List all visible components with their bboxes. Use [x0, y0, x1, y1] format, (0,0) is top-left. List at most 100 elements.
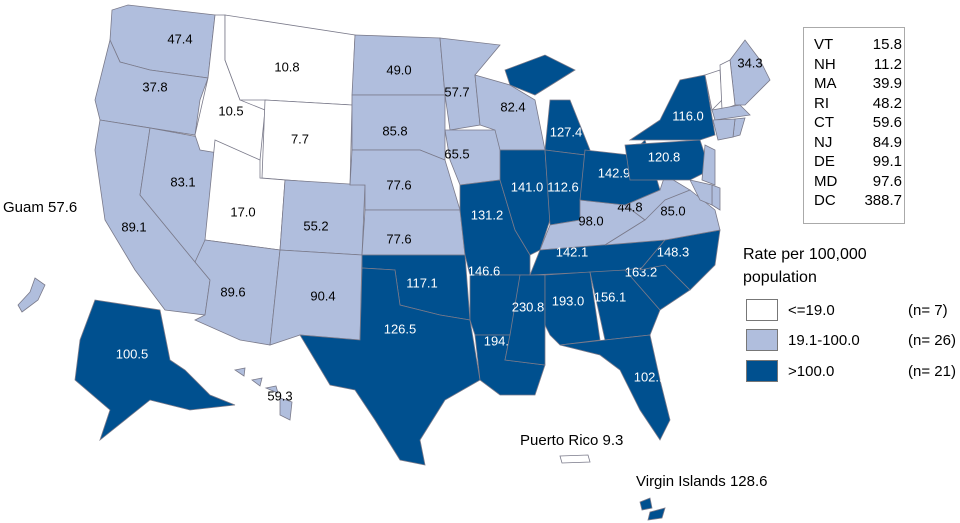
state-rate: 15.8: [872, 36, 902, 53]
region-co: 55.2: [279, 179, 366, 256]
legend-item-low: <=19.0 (n= 7): [746, 299, 960, 321]
legend-count: (n= 21): [908, 362, 956, 380]
region-ar: 146.6: [468, 263, 526, 336]
rate-label: 37.8: [142, 79, 167, 94]
region-vi: [639, 497, 666, 521]
region-gu: [17, 277, 46, 313]
table-row-vt: VT 15.8: [814, 35, 904, 55]
region-shape: [559, 454, 591, 464]
legend-swatch-low: [746, 299, 778, 321]
rate-label: 90.4: [310, 288, 335, 303]
state-rate: 99.1: [872, 153, 902, 170]
rate-label: 193.0: [552, 293, 585, 308]
legend-range: >100.0: [788, 362, 835, 380]
region-tx: 126.5: [299, 267, 481, 466]
legend-count: (n= 26): [908, 331, 956, 349]
region-in: 112.6: [544, 149, 586, 226]
rate-label: 117.1: [406, 275, 438, 290]
region-shape: [233, 367, 246, 377]
region-al: 193.0: [544, 271, 601, 346]
region-nj: [701, 144, 716, 186]
table-row-dc: DC 388.7: [814, 191, 904, 211]
region-shape: [624, 139, 711, 181]
region-ga: 156.1: [589, 269, 661, 341]
rate-label: 141.0: [511, 179, 544, 194]
table-row-ma: MA 39.9: [814, 74, 904, 94]
region-de: [711, 184, 721, 211]
region-ma: [711, 104, 751, 121]
rate-label: 77.6: [386, 177, 411, 192]
rate-label: 131.2: [471, 207, 504, 222]
region-md: [689, 179, 713, 206]
state-rate: 388.7: [864, 192, 902, 209]
rate-label: 142.1: [556, 244, 589, 259]
rate-label: 112.6: [547, 179, 579, 194]
legend-title-line1: Rate per 100,000: [743, 246, 867, 263]
region-shape: [279, 397, 293, 421]
region-hi: 59.3: [233, 367, 293, 421]
rate-label: 230.8: [512, 299, 545, 314]
legend-swatch-mid: [746, 329, 778, 351]
table-row-nj: NJ 84.9: [814, 133, 904, 153]
region-shape: [729, 39, 771, 106]
region-shape: [504, 54, 576, 96]
region-shape: [639, 497, 653, 511]
rate-label: 59.3: [267, 388, 292, 403]
legend-range: <=19.0: [788, 301, 835, 319]
region-shape: [17, 277, 46, 313]
region-ct: [712, 118, 736, 141]
rate-label: 10.8: [274, 59, 299, 74]
rate-label: 10.5: [218, 103, 243, 118]
rate-label: 127.4: [550, 124, 583, 139]
state-code: NH: [814, 55, 836, 73]
table-row-md: MD 97.6: [814, 172, 904, 192]
state-rate: 59.6: [872, 114, 902, 131]
region-ak: 100.5: [74, 299, 236, 442]
region-shape: [589, 269, 661, 341]
state-rate: 48.2: [872, 94, 902, 112]
territory-label-virgin-islands: Virgin Islands 128.6: [636, 473, 768, 490]
state-code: MD: [814, 172, 838, 190]
state-rate: 97.6: [872, 172, 902, 190]
region-me: 34.3: [729, 39, 771, 106]
legend-title: Rate per 100,000 population: [743, 243, 943, 289]
legend-item-mid: 19.1-100.0 (n= 26): [746, 329, 960, 351]
region-shape: [712, 118, 736, 141]
table-row-ct: CT 59.6: [814, 113, 904, 133]
state-code: CT: [814, 114, 834, 131]
region-fl: 102.1: [559, 334, 671, 441]
rate-label: 57.7: [444, 84, 469, 99]
region-shape: [701, 144, 716, 186]
rate-label: 116.0: [672, 108, 704, 123]
region-nd: 49.0: [351, 34, 446, 96]
state-code: DC: [814, 192, 836, 209]
rate-label: 89.6: [220, 284, 245, 299]
region-shape: [74, 299, 236, 442]
state-code: MA: [814, 75, 837, 92]
small-states-table: VT 15.8 NH 11.2 MA 39.9 RI 48.2 CT 59.6 NJ 84.9 DE 99…: [803, 27, 905, 224]
territory-label-puerto-rico: Puerto Rico 9.3: [520, 432, 624, 449]
region-shape: [544, 271, 601, 346]
state-rate: 11.2: [873, 55, 902, 73]
region-ny: 116.0: [628, 74, 716, 141]
region-shape: [689, 179, 713, 206]
rate-label: 102.1: [634, 369, 667, 384]
region-shape: [559, 334, 671, 441]
rate-label: 82.4: [500, 99, 525, 114]
region-ks: 77.6: [361, 209, 466, 256]
state-code: DE: [814, 153, 835, 170]
region-shape: [299, 267, 481, 466]
region-ca: 89.1: [94, 119, 211, 316]
rate-label: 142.9: [598, 165, 631, 180]
region-pr: [559, 454, 591, 464]
region-wi: 82.4: [474, 74, 546, 151]
state-code: VT: [814, 36, 834, 53]
region-shape: [361, 209, 466, 256]
rate-label: 148.3: [657, 244, 690, 259]
region-nm: 90.4: [269, 249, 363, 346]
legend-range: 19.1-100.0: [788, 331, 860, 349]
table-row-nh: NH 11.2: [814, 55, 904, 75]
rate-label: 83.1: [170, 174, 195, 189]
region-pa: 120.8: [624, 139, 711, 181]
